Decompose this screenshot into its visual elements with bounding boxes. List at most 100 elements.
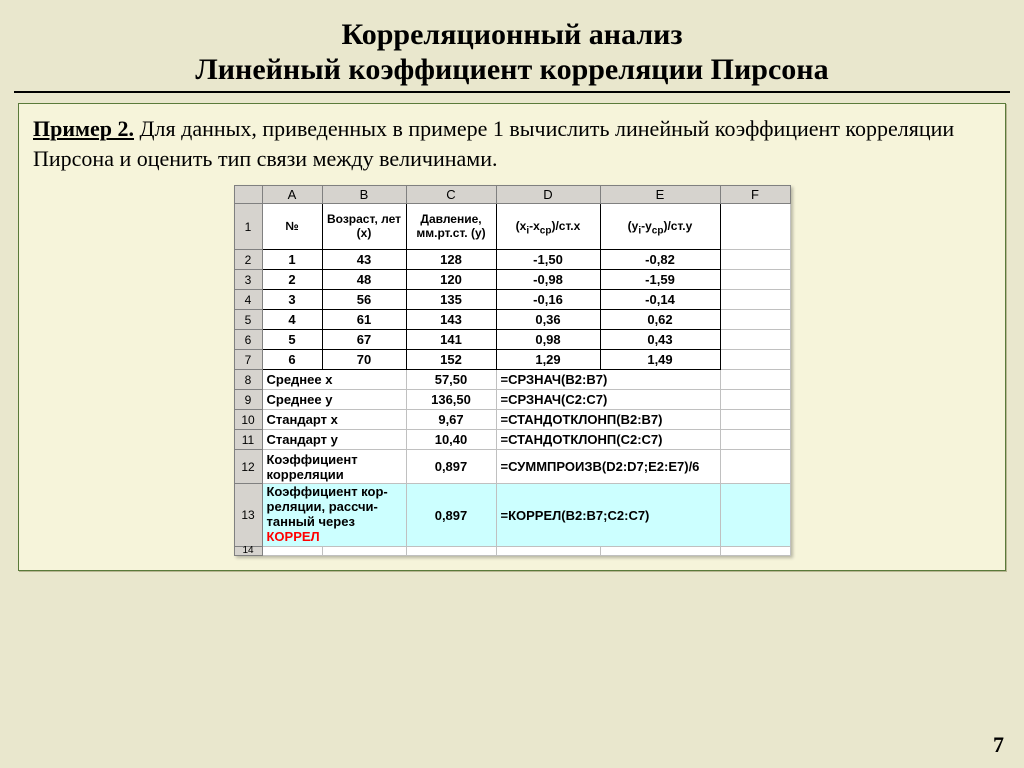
row-header[interactable]: 2 xyxy=(234,250,262,270)
cell[interactable]: 70 xyxy=(322,350,406,370)
cell[interactable]: 141 xyxy=(406,330,496,350)
cell-c1[interactable]: Давление, мм.рт.ст. (y) xyxy=(406,204,496,250)
cell-coef-formula[interactable]: =СУММПРОИЗВ(D2:D7;E2:E7)/6 xyxy=(496,450,720,484)
cell-std-y-val[interactable]: 10,40 xyxy=(406,430,496,450)
cell[interactable] xyxy=(720,547,790,556)
cell[interactable]: 5 xyxy=(262,330,322,350)
cell[interactable] xyxy=(720,390,790,410)
cell[interactable]: 67 xyxy=(322,330,406,350)
page-number: 7 xyxy=(993,732,1004,758)
cell[interactable]: 128 xyxy=(406,250,496,270)
cell-mean-x-val[interactable]: 57,50 xyxy=(406,370,496,390)
col-header-b[interactable]: B xyxy=(322,186,406,204)
cell[interactable]: 0,98 xyxy=(496,330,600,350)
cell[interactable] xyxy=(720,484,790,547)
cell-mean-y-val[interactable]: 136,50 xyxy=(406,390,496,410)
cell-std-x-label[interactable]: Стандарт x xyxy=(262,410,406,430)
row-header[interactable]: 4 xyxy=(234,290,262,310)
cell[interactable]: 143 xyxy=(406,310,496,330)
cell[interactable] xyxy=(720,330,790,350)
cell[interactable]: -0,82 xyxy=(600,250,720,270)
cell[interactable]: 43 xyxy=(322,250,406,270)
cell[interactable]: 1,49 xyxy=(600,350,720,370)
cell[interactable]: 0,36 xyxy=(496,310,600,330)
cell[interactable]: 0,62 xyxy=(600,310,720,330)
cell[interactable] xyxy=(720,410,790,430)
title-line-2: Линейный коэффициент корреляции Пирсона xyxy=(195,53,828,86)
cell[interactable]: 120 xyxy=(406,270,496,290)
cell-b1[interactable]: Возраст, лет (x) xyxy=(322,204,406,250)
cell-coef-label[interactable]: Коэффициент корреляции xyxy=(262,450,406,484)
row-header[interactable]: 3 xyxy=(234,270,262,290)
cell[interactable]: 4 xyxy=(262,310,322,330)
row-header[interactable]: 8 xyxy=(234,370,262,390)
row-header[interactable]: 1 xyxy=(234,204,262,250)
cell[interactable]: 6 xyxy=(262,350,322,370)
corner-cell[interactable] xyxy=(234,186,262,204)
cell-std-y-formula[interactable]: =СТАНДОТКЛОНП(C2:C7) xyxy=(496,430,720,450)
cell[interactable] xyxy=(496,547,600,556)
cell[interactable] xyxy=(600,547,720,556)
cell[interactable]: 1,29 xyxy=(496,350,600,370)
cell-a1[interactable]: № xyxy=(262,204,322,250)
cell-std-x-val[interactable]: 9,67 xyxy=(406,410,496,430)
col-header-a[interactable]: A xyxy=(262,186,322,204)
cell[interactable]: -0,14 xyxy=(600,290,720,310)
cell[interactable] xyxy=(720,430,790,450)
cell[interactable] xyxy=(322,547,406,556)
row-header[interactable]: 13 xyxy=(234,484,262,547)
cell-mean-y-label[interactable]: Среднее y xyxy=(262,390,406,410)
cell[interactable]: -0,98 xyxy=(496,270,600,290)
cell[interactable]: 56 xyxy=(322,290,406,310)
cell-correl-formula[interactable]: =КОРРЕЛ(B2:B7;C2:C7) xyxy=(496,484,720,547)
cell[interactable]: 0,43 xyxy=(600,330,720,350)
row-header[interactable]: 12 xyxy=(234,450,262,484)
row-header[interactable]: 6 xyxy=(234,330,262,350)
cell-std-y-label[interactable]: Стандарт y xyxy=(262,430,406,450)
cell[interactable] xyxy=(720,290,790,310)
cell[interactable] xyxy=(720,310,790,330)
row-header[interactable]: 9 xyxy=(234,390,262,410)
row-8: 8 Среднее x 57,50 =СРЗНАЧ(B2:B7) xyxy=(234,370,790,390)
cell-e1[interactable]: (yi-yср)/ст.y xyxy=(600,204,720,250)
row-header[interactable]: 5 xyxy=(234,310,262,330)
cell-d1[interactable]: (xi-xср)/ст.x xyxy=(496,204,600,250)
row-13: 13 Коэффициент кор- реляции, рассчи- тан… xyxy=(234,484,790,547)
cell[interactable]: -1,59 xyxy=(600,270,720,290)
col-header-d[interactable]: D xyxy=(496,186,600,204)
cell-f1[interactable] xyxy=(720,204,790,250)
cell[interactable]: 3 xyxy=(262,290,322,310)
cell[interactable]: 135 xyxy=(406,290,496,310)
cell[interactable]: 2 xyxy=(262,270,322,290)
cell[interactable]: -1,50 xyxy=(496,250,600,270)
cell[interactable]: 48 xyxy=(322,270,406,290)
cell[interactable] xyxy=(720,450,790,484)
cell-mean-x-formula[interactable]: =СРЗНАЧ(B2:B7) xyxy=(496,370,720,390)
row-header[interactable]: 7 xyxy=(234,350,262,370)
cell-correl-label[interactable]: Коэффициент кор- реляции, рассчи- танный… xyxy=(262,484,406,547)
cell[interactable] xyxy=(720,270,790,290)
cell[interactable] xyxy=(406,547,496,556)
task-body: Для данных, приведенных в примере 1 вычи… xyxy=(33,116,954,171)
cell-correl-val[interactable]: 0,897 xyxy=(406,484,496,547)
row-7: 7 6 70 152 1,29 1,49 xyxy=(234,350,790,370)
cell[interactable] xyxy=(720,350,790,370)
cell-std-x-formula[interactable]: =СТАНДОТКЛОНП(B2:B7) xyxy=(496,410,720,430)
cell-mean-x-label[interactable]: Среднее x xyxy=(262,370,406,390)
cell[interactable]: -0,16 xyxy=(496,290,600,310)
cell[interactable]: 1 xyxy=(262,250,322,270)
row-header[interactable]: 14 xyxy=(234,547,262,556)
cell-coef-val[interactable]: 0,897 xyxy=(406,450,496,484)
col-header-f[interactable]: F xyxy=(720,186,790,204)
col-header-e[interactable]: E xyxy=(600,186,720,204)
row-header[interactable]: 11 xyxy=(234,430,262,450)
cell[interactable] xyxy=(720,250,790,270)
col-header-c[interactable]: C xyxy=(406,186,496,204)
cell-mean-y-formula[interactable]: =СРЗНАЧ(C2:C7) xyxy=(496,390,720,410)
row-header[interactable]: 10 xyxy=(234,410,262,430)
cell[interactable]: 61 xyxy=(322,310,406,330)
cell[interactable]: 152 xyxy=(406,350,496,370)
cell[interactable] xyxy=(720,370,790,390)
cell[interactable] xyxy=(262,547,322,556)
row-14: 14 xyxy=(234,547,790,556)
